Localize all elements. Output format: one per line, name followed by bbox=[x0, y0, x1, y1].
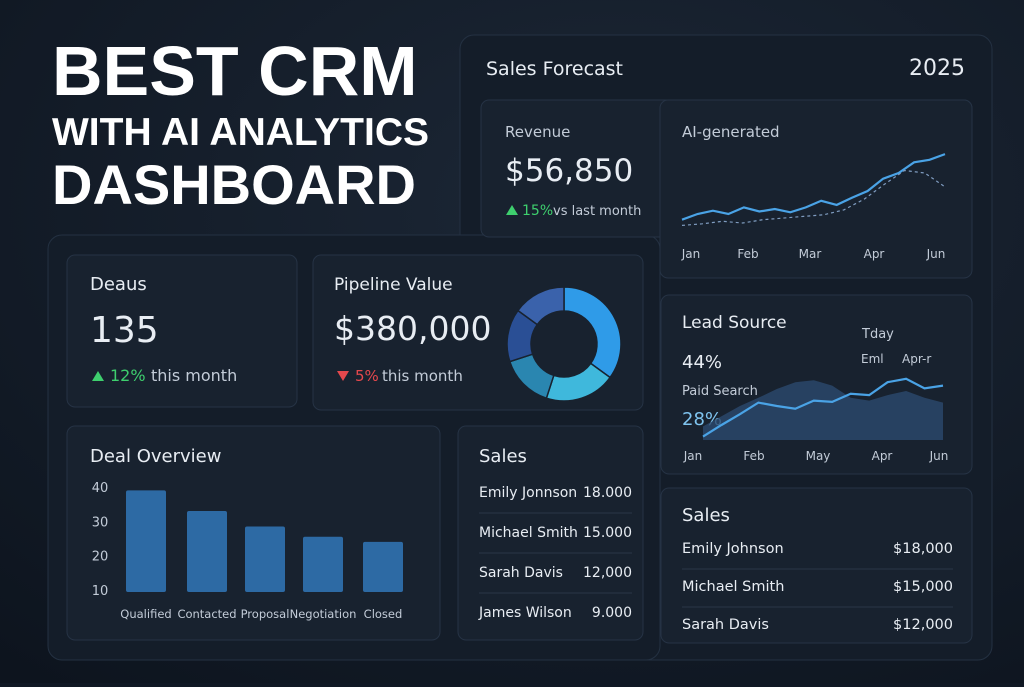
donut-segment bbox=[516, 286, 565, 326]
row-name: Michael Smith bbox=[479, 525, 578, 541]
y-tick-label: 30 bbox=[92, 515, 109, 530]
kpi-value: $56,850 bbox=[505, 153, 633, 189]
card-title: Deal Overview bbox=[90, 446, 221, 467]
legend-label: Tday bbox=[861, 327, 894, 342]
x-tick-label: Jan bbox=[681, 247, 701, 261]
legend-label: Eml bbox=[861, 352, 884, 366]
change-note: this month bbox=[151, 366, 237, 385]
card-title: Sales bbox=[682, 505, 730, 526]
area bbox=[703, 380, 943, 440]
row-value: 18.000 bbox=[583, 485, 632, 501]
bar bbox=[363, 541, 403, 592]
share: 44% bbox=[682, 352, 722, 373]
x-tick-label: Apr bbox=[864, 247, 885, 261]
row-name: Michael Smith bbox=[682, 579, 784, 595]
kpi-value: $380,000 bbox=[334, 309, 491, 348]
sales-card bbox=[457, 425, 644, 641]
x-tick-label: Mar bbox=[799, 247, 822, 261]
label: Revenue bbox=[505, 123, 570, 141]
x-tick-label: Jan bbox=[683, 449, 703, 463]
bar bbox=[303, 536, 343, 592]
x-tick-label: Apr bbox=[872, 449, 893, 463]
y-tick-label: 10 bbox=[92, 584, 109, 599]
row-name: James Wilson bbox=[478, 605, 572, 621]
change: 15% bbox=[522, 203, 553, 219]
hero-line: WITH AI ANALYTICS bbox=[52, 111, 429, 154]
x-tick-label: Feb bbox=[737, 247, 758, 261]
deals-card bbox=[66, 254, 298, 408]
down-arrow bbox=[337, 371, 349, 381]
row-value: $18,000 bbox=[893, 541, 953, 557]
bar bbox=[187, 511, 227, 592]
line bbox=[681, 153, 946, 221]
row-name: Sarah Davis bbox=[682, 617, 769, 633]
row-value: $15,000 bbox=[893, 579, 953, 595]
card-title: Lead Source bbox=[682, 313, 787, 333]
change: 12% bbox=[110, 366, 146, 385]
card-title: Pipeline Value bbox=[334, 275, 453, 295]
x-tick-label: Feb bbox=[743, 449, 764, 463]
forecast-chart-card bbox=[659, 99, 973, 279]
row-value: $12,000 bbox=[893, 617, 953, 633]
y-tick-label: 40 bbox=[92, 481, 109, 496]
x-tick-label: May bbox=[806, 449, 831, 463]
x-tick-label: Jun bbox=[929, 449, 949, 463]
line bbox=[681, 169, 946, 226]
bar bbox=[126, 490, 166, 592]
x-tick-label: Qualified bbox=[120, 607, 171, 621]
year: 2025 bbox=[909, 56, 965, 81]
legend-label: Apr-r bbox=[902, 352, 931, 366]
x-tick-label: Proposal bbox=[241, 607, 290, 621]
sales-card bbox=[660, 487, 973, 644]
hero-line: BEST CRM bbox=[52, 32, 418, 110]
line bbox=[702, 377, 944, 438]
change: 5% bbox=[355, 367, 379, 385]
x-tick-label: Contacted bbox=[177, 607, 236, 621]
change-note: this month bbox=[382, 367, 463, 385]
row-value: 12,000 bbox=[583, 565, 632, 581]
section-title: Sales Forecast bbox=[486, 58, 623, 80]
row-name: Sarah Davis bbox=[479, 565, 563, 581]
x-tick-label: Jun bbox=[926, 247, 946, 261]
y-tick-label: 20 bbox=[92, 550, 109, 565]
kpi-value: 135 bbox=[90, 310, 159, 351]
row-name: Emily Johnson bbox=[682, 541, 784, 557]
row-name: Emily Jonnson bbox=[479, 485, 577, 501]
chart-title: AI-generated bbox=[682, 123, 780, 141]
hero-line: DASHBOARD bbox=[52, 153, 416, 216]
up-arrow bbox=[506, 205, 518, 215]
card-title: Sales bbox=[479, 446, 527, 467]
change-note: vs last month bbox=[553, 204, 641, 219]
x-tick-label: Negotiation bbox=[290, 607, 357, 621]
up-arrow bbox=[92, 371, 104, 381]
x-tick-label: Closed bbox=[364, 607, 403, 621]
bar bbox=[245, 526, 285, 592]
card-title: Deaus bbox=[90, 274, 147, 295]
row-value: 9.000 bbox=[592, 605, 632, 621]
row-value: 15.000 bbox=[583, 525, 632, 541]
channel: Paid Search bbox=[682, 384, 758, 399]
